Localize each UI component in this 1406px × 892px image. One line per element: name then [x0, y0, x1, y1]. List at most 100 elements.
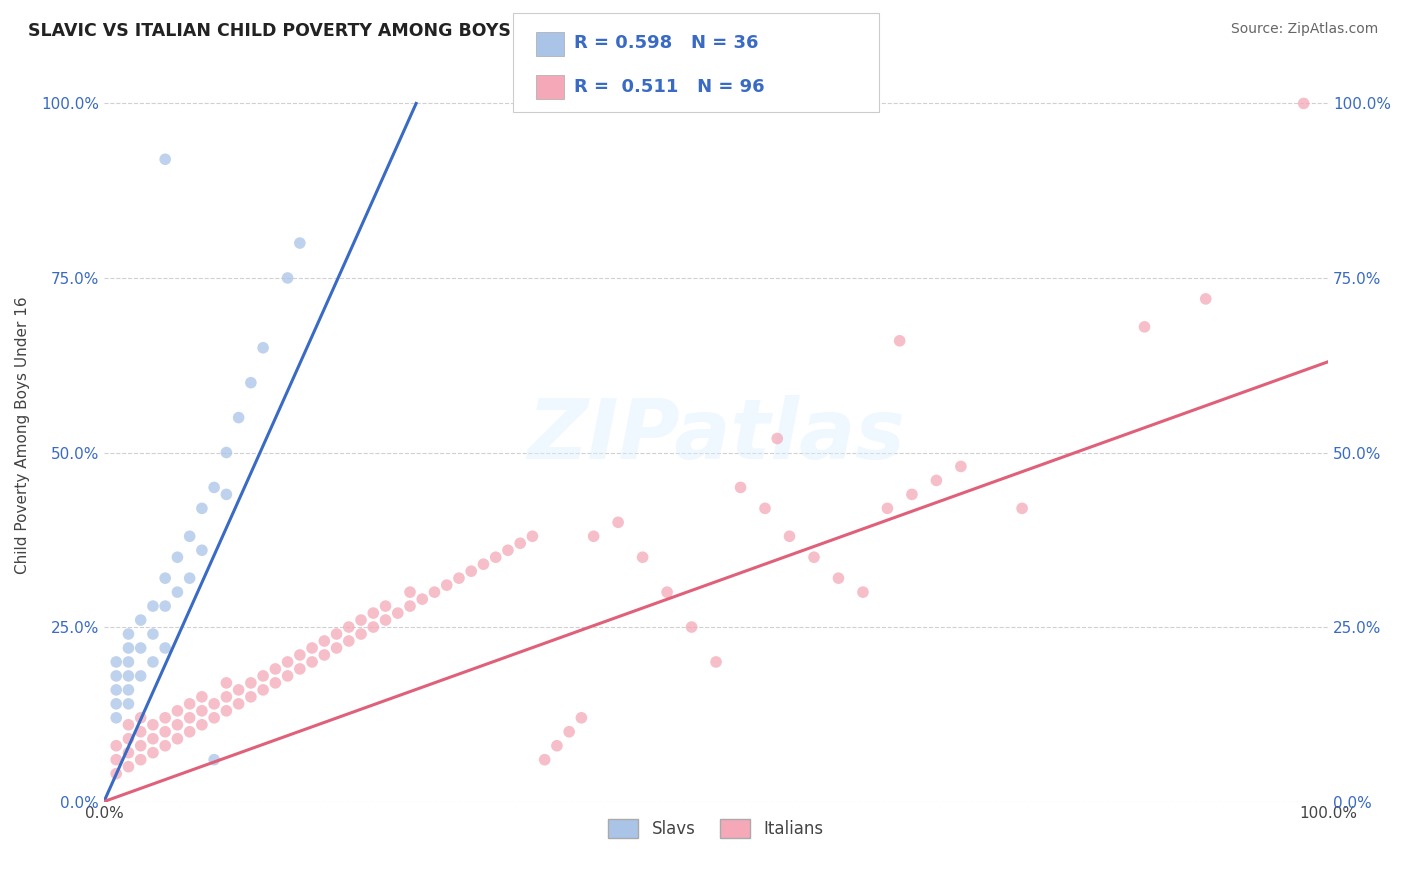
Point: [202, 480, 225, 494]
Text: R =  0.511   N = 96: R = 0.511 N = 96: [574, 78, 765, 95]
Point: [105, 766, 128, 780]
Point: [202, 711, 225, 725]
Point: [191, 543, 214, 558]
Point: [277, 669, 299, 683]
Point: [288, 648, 311, 662]
Point: [105, 682, 128, 697]
Text: ZIPatlas: ZIPatlas: [527, 394, 905, 475]
Point: [252, 682, 274, 697]
Point: [215, 676, 238, 690]
Point: [117, 731, 139, 746]
Point: [117, 759, 139, 773]
Point: [607, 516, 630, 530]
Point: [228, 410, 250, 425]
Point: [571, 711, 593, 725]
Point: [179, 529, 201, 543]
Point: [105, 655, 128, 669]
Point: [264, 662, 287, 676]
Point: [277, 655, 299, 669]
Point: [314, 648, 336, 662]
Point: [129, 711, 152, 725]
Text: SLAVIC VS ITALIAN CHILD POVERTY AMONG BOYS UNDER 16 CORRELATION CHART: SLAVIC VS ITALIAN CHILD POVERTY AMONG BO…: [28, 22, 831, 40]
Point: [153, 711, 176, 725]
Point: [301, 640, 323, 655]
Point: [215, 445, 238, 459]
Point: [129, 640, 152, 655]
Point: [803, 550, 825, 565]
Point: [215, 487, 238, 501]
Point: [228, 697, 250, 711]
Point: [179, 697, 201, 711]
Text: R = 0.598   N = 36: R = 0.598 N = 36: [574, 34, 758, 52]
Point: [166, 731, 188, 746]
Point: [288, 662, 311, 676]
Point: [117, 746, 139, 760]
Point: [558, 724, 581, 739]
Point: [166, 718, 188, 732]
Point: [129, 739, 152, 753]
Point: [325, 640, 347, 655]
Point: [129, 669, 152, 683]
Point: [582, 529, 605, 543]
Point: [191, 718, 214, 732]
Point: [129, 613, 152, 627]
Point: [179, 711, 201, 725]
Point: [129, 753, 152, 767]
Point: [730, 480, 752, 494]
Point: [117, 682, 139, 697]
Point: [1292, 96, 1315, 111]
Point: [202, 697, 225, 711]
Point: [117, 718, 139, 732]
Point: [105, 669, 128, 683]
Point: [117, 669, 139, 683]
Point: [105, 739, 128, 753]
Point: [361, 606, 384, 620]
Point: [779, 529, 801, 543]
Point: [337, 634, 360, 648]
Point: [766, 432, 789, 446]
Point: [105, 697, 128, 711]
Point: [239, 690, 262, 704]
Point: [166, 585, 188, 599]
Point: [1133, 319, 1156, 334]
Point: [460, 564, 482, 578]
Point: [876, 501, 898, 516]
Point: [153, 571, 176, 585]
Point: [179, 724, 201, 739]
Point: [228, 682, 250, 697]
Point: [239, 376, 262, 390]
Point: [681, 620, 703, 634]
Point: [105, 711, 128, 725]
Point: [142, 746, 165, 760]
Point: [153, 739, 176, 753]
Point: [374, 613, 396, 627]
Point: [704, 655, 727, 669]
Point: [447, 571, 470, 585]
Point: [153, 153, 176, 167]
Point: [852, 585, 875, 599]
Point: [153, 599, 176, 613]
Point: [436, 578, 458, 592]
Point: [399, 585, 422, 599]
Text: Source: ZipAtlas.com: Source: ZipAtlas.com: [1230, 22, 1378, 37]
Point: [105, 753, 128, 767]
Point: [1195, 292, 1218, 306]
Point: [949, 459, 972, 474]
Point: [142, 718, 165, 732]
Point: [117, 655, 139, 669]
Point: [350, 613, 373, 627]
Point: [631, 550, 654, 565]
Point: [191, 501, 214, 516]
Point: [827, 571, 849, 585]
Point: [546, 739, 568, 753]
Point: [925, 474, 948, 488]
Point: [387, 606, 409, 620]
Point: [301, 655, 323, 669]
Point: [166, 704, 188, 718]
Point: [325, 627, 347, 641]
Point: [522, 529, 544, 543]
Point: [153, 724, 176, 739]
Point: [655, 585, 678, 599]
Point: [202, 753, 225, 767]
Point: [191, 690, 214, 704]
